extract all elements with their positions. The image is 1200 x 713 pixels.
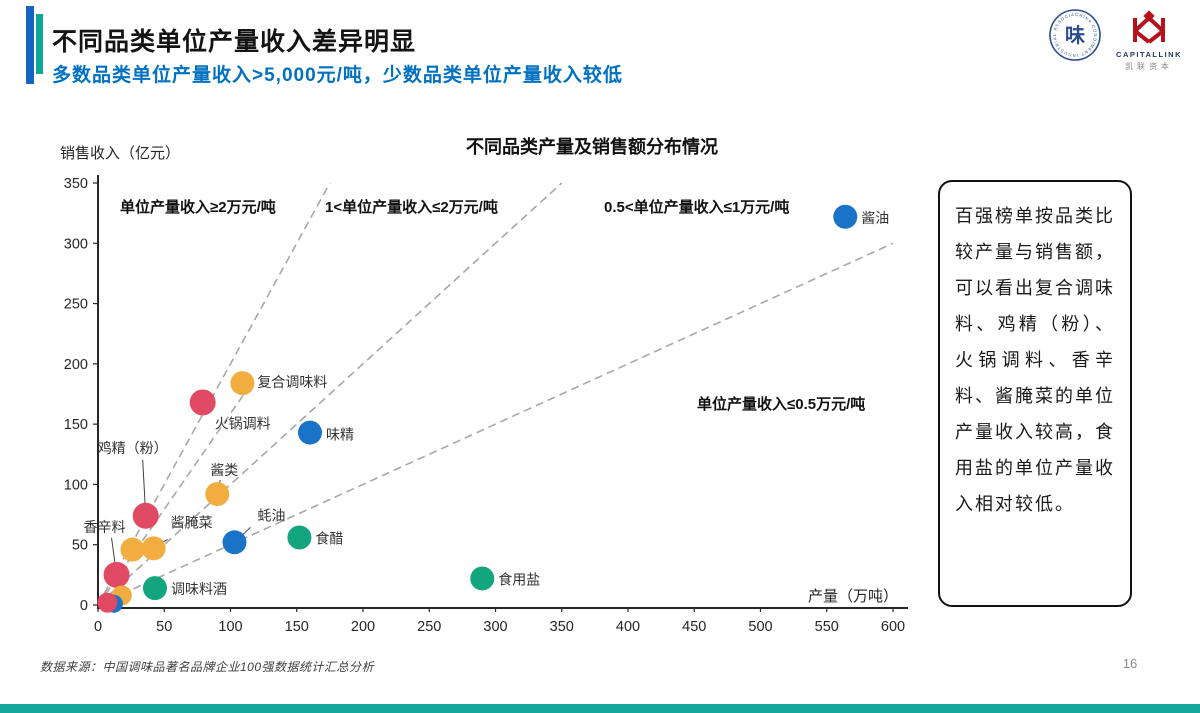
scatter-dot [470,566,495,591]
capitallink-logo: CAPITALLINK 凯联资本 [1116,8,1182,72]
scatter-dot [222,530,247,555]
x-tick-label: 300 [483,619,507,635]
unit-revenue-boundary-line [97,182,331,606]
x-tick-label: 250 [417,619,441,635]
scatter-dot [230,371,255,396]
x-tick-label: 500 [748,619,772,635]
scatter-dot-label: 味精 [326,427,354,443]
chart-title: 不同品类产量及销售额分布情况 [466,137,718,157]
x-tick-label: 600 [881,619,905,635]
scatter-dot-label: 鸡精（粉） [98,440,168,456]
x-tick-label: 550 [815,619,839,635]
side-note-box: 百强榜单按品类比较产量与销售额，可以看出复合调味料、鸡精（粉）、火锅调料、香辛料… [938,180,1132,607]
x-tick-label: 50 [156,619,172,635]
label-leader-line [111,537,118,575]
capitallink-chinese-name: 凯联资本 [1125,62,1174,71]
y-tick-label: 300 [64,236,88,252]
region-label: 单位产量收入≤0.5万元/吨 [697,395,865,413]
y-axis-title: 销售收入（亿元） [60,145,181,162]
label-leader-line [216,479,221,495]
y-tick-label: 150 [64,417,88,433]
x-tick-label: 200 [351,619,375,635]
seal-character: 味 [1065,24,1085,47]
page-number: 16 [1122,656,1138,671]
x-tick-label: 0 [94,619,102,635]
label-leader-line [234,526,251,543]
condiment-association-seal-icon: CHINA CONDIMENT INDUSTRIAL ASSOCIATION 味 [1048,8,1101,61]
x-tick-label: 400 [616,619,640,635]
region-label: 1<单位产量收入≤2万元/吨 [325,198,498,216]
accent-bar-blue [26,6,34,84]
capitallink-name: CAPITALLINK [1116,50,1182,59]
scatter-dot-label: 食用盐 [498,571,540,587]
x-tick-label: 150 [285,619,309,635]
capitallink-monogram-icon [1133,10,1166,44]
y-tick-label: 100 [64,477,88,493]
accent-bar-teal [36,14,43,74]
label-leader-line [153,538,168,549]
y-tick-label: 350 [64,176,88,192]
x-tick-label: 350 [550,619,574,635]
logo-group: CHINA CONDIMENT INDUSTRIAL ASSOCIATION 味… [1048,8,1182,72]
region-label: 单位产量收入≥2万元/吨 [120,198,276,216]
label-leader-line [142,459,147,516]
scatter-dot [103,561,130,588]
scatter-dot [142,576,167,601]
scatter-dot-label: 蚝油 [257,507,285,523]
x-axis-title: 产量（万吨） [760,585,898,606]
scatter-dot-label: 酱油 [861,210,889,226]
region-label: 0.5<单位产量收入≤1万元/吨 [604,198,789,216]
scatter-dot [189,389,216,416]
x-tick-label: 450 [682,619,706,635]
scatter-dot [833,204,858,229]
unit-revenue-boundary-line [97,242,894,606]
scatter-dot-label: 调味料酒 [171,581,227,597]
unit-revenue-boundary-line [97,182,563,606]
data-source-note: 数据来源：中国调味品著名品牌企业100强数据统计汇总分析 [40,660,375,674]
scatter-dot-label: 复合调味料 [257,374,327,390]
scatter-dot [205,482,230,507]
scatter-dot-label: 食醋 [315,530,343,546]
scatter-dot [287,525,312,550]
page-subtitle: 多数品类单位产量收入>5,000元/吨，少数品类单位产量收入较低 [52,65,623,86]
scatter-dot [298,420,322,445]
y-tick-label: 200 [64,357,88,373]
scatter-dot [97,592,118,613]
bottom-accent-bar [0,704,1200,713]
y-tick-label: 50 [72,538,88,554]
scatter-dot [141,536,166,561]
x-tick-label: 100 [218,619,242,635]
scatter-dot [132,502,159,529]
page-title: 不同品类单位产量收入差异明显 [52,28,417,56]
scatter-dot-label: 酱腌菜 [171,514,213,530]
y-tick-label: 0 [80,598,88,614]
unit-revenue-boundary-line [97,386,250,606]
scatter-dot [104,594,123,613]
scatter-dot-label: 香辛料 [84,519,126,535]
scatter-dot [111,585,132,606]
scatter-dot-label: 火锅调料 [215,415,271,431]
side-note-text: 百强榜单按品类比较产量与销售额，可以看出复合调味料、鸡精（粉）、火锅调料、香辛料… [955,206,1115,514]
y-tick-label: 250 [64,297,88,313]
scatter-dot-label: 酱类 [210,462,238,478]
scatter-dot [120,537,145,562]
